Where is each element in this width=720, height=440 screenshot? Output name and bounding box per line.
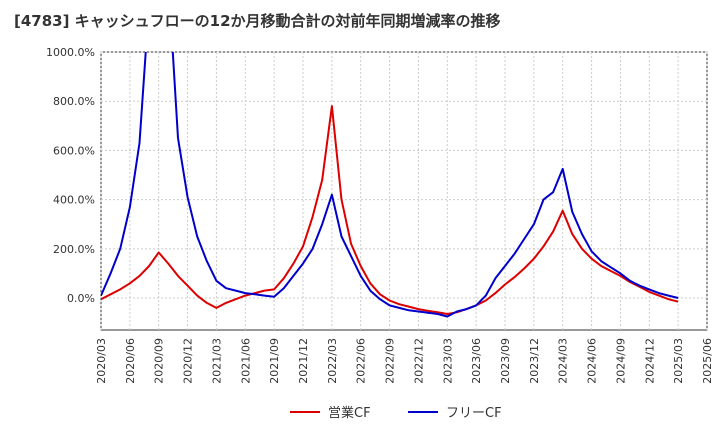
legend: 営業CF フリーCF <box>0 402 720 426</box>
x-tick-label: 2021/09 <box>268 338 281 384</box>
legend-label-free-cf: フリーCF <box>446 406 502 421</box>
legend-label-operating-cf: 営業CF <box>328 406 371 421</box>
x-axis-ticks: 2020/03 2020/06 2020/09 2020/12 2021/03 2021/… <box>95 338 714 384</box>
x-tick-label: 2023/06 <box>470 338 483 384</box>
x-tick-label: 2024/12 <box>643 338 656 384</box>
x-tick-label: 2021/12 <box>297 338 310 384</box>
x-tick-label: 2020/09 <box>153 338 166 384</box>
chart-title: [4783] キャッシュフローの12か月移動合計の対前年同期増減率の推移 <box>14 12 501 30</box>
y-axis-ticks: 0.0% 200.0% 400.0% 600.0% 800.0% 1000.0% <box>46 46 95 305</box>
legend-swatch-operating-cf <box>290 410 320 413</box>
legend-swatch-free-cf <box>408 410 438 413</box>
x-tick-label: 2022/03 <box>326 338 339 384</box>
x-tick-label: 2024/06 <box>586 338 599 384</box>
x-tick-label: 2024/03 <box>557 338 570 384</box>
legend-item-free-cf: フリーCF <box>408 402 502 421</box>
x-tick-label: 2021/03 <box>210 338 223 384</box>
x-tick-label: 2022/09 <box>384 338 397 384</box>
x-tick-label: 2023/03 <box>441 338 454 384</box>
x-tick-label: 2023/12 <box>528 338 541 384</box>
x-tick-label: 2020/12 <box>182 338 195 384</box>
x-tick-label: 2020/03 <box>95 338 108 384</box>
x-tick-label: 2021/06 <box>239 338 252 384</box>
y-tick-label: 0.0% <box>67 292 95 305</box>
legend-item-operating-cf: 営業CF <box>290 402 371 421</box>
plot-area <box>100 51 708 331</box>
x-tick-label: 2025/03 <box>672 338 685 384</box>
y-tick-label: 200.0% <box>53 243 95 256</box>
line-chart: 0.0% 200.0% 400.0% 600.0% 800.0% 1000.0% 2020… <box>46 46 714 384</box>
x-tick-label: 2022/06 <box>355 338 368 384</box>
y-tick-label: 400.0% <box>53 194 95 207</box>
y-tick-label: 800.0% <box>53 95 95 108</box>
x-tick-label: 2023/09 <box>499 338 512 384</box>
y-tick-label: 600.0% <box>53 144 95 157</box>
x-tick-label: 2025/06 <box>701 338 714 384</box>
y-tick-label: 1000.0% <box>46 46 95 59</box>
series-layer <box>101 52 679 318</box>
x-tick-label: 2020/06 <box>124 338 137 384</box>
series-line-operating-cf <box>101 105 679 315</box>
series-line-free-cf <box>101 52 679 318</box>
x-tick-label: 2022/12 <box>412 338 425 384</box>
x-tick-label: 2024/09 <box>614 338 627 384</box>
